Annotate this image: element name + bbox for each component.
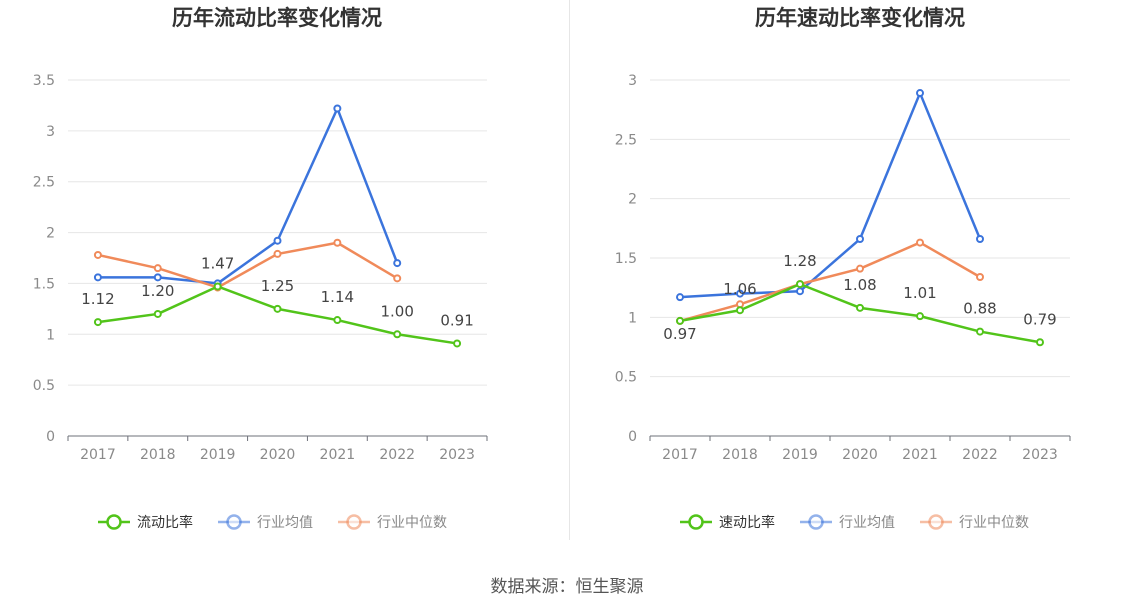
data-point: [153, 264, 162, 273]
data-point: [93, 250, 102, 259]
data-point: [736, 289, 744, 298]
chart-title: 历年流动比率变化情况: [172, 6, 382, 30]
x-tick-label: 2018: [722, 447, 758, 463]
data-label: 1.25: [261, 277, 294, 295]
y-tick-label: 3: [628, 73, 637, 89]
data-label: 1.06: [723, 280, 756, 298]
y-tick-label: 0.5: [615, 370, 637, 386]
legend-marker: [928, 514, 944, 530]
y-tick-label: 2: [46, 226, 55, 242]
x-tick-label: 2018: [140, 447, 176, 463]
legend-label: 行业均值: [839, 515, 895, 531]
chart-divider: [569, 0, 570, 540]
x-tick-label: 2021: [320, 447, 356, 463]
data-point: [856, 303, 864, 312]
data-label: 1.01: [903, 284, 936, 302]
data-point: [916, 312, 924, 321]
x-tick-label: 2020: [260, 447, 296, 463]
x-tick-label: 2017: [662, 447, 698, 463]
data-label: 0.91: [440, 311, 473, 329]
data-label: 1.20: [141, 282, 174, 300]
legend-label: 流动比率: [137, 514, 193, 531]
data-point: [796, 287, 804, 296]
y-tick-label: 1.5: [615, 251, 637, 267]
data-label: 0.79: [1023, 310, 1056, 328]
y-tick-label: 3: [46, 124, 55, 140]
data-point: [213, 282, 222, 291]
y-tick-label: 3.5: [33, 73, 55, 89]
y-tick-label: 2.5: [33, 175, 55, 191]
data-point: [1036, 338, 1044, 347]
data-point: [273, 249, 282, 258]
data-point: [736, 306, 744, 315]
legend-marker: [688, 514, 704, 530]
data-label: 1.12: [81, 290, 114, 308]
data-point: [153, 273, 162, 282]
data-point: [93, 318, 102, 327]
data-point: [393, 330, 402, 339]
series-line: [679, 91, 982, 299]
legend-marker: [346, 514, 362, 530]
data-point: [676, 316, 684, 325]
y-tick-label: 1: [628, 310, 637, 326]
x-tick-label: 2022: [379, 447, 415, 463]
x-tick-label: 2019: [200, 447, 236, 463]
series-line: [97, 241, 398, 289]
data-point: [916, 89, 924, 98]
data-point: [273, 236, 282, 245]
data-label: 0.97: [663, 325, 696, 343]
y-tick-label: 0: [628, 429, 637, 445]
data-point: [676, 293, 684, 302]
data-point: [453, 339, 462, 348]
data-point: [856, 235, 864, 244]
x-tick-label: 2022: [962, 447, 998, 463]
legend-label: 速动比率: [719, 514, 775, 531]
data-label: 1.14: [321, 288, 354, 306]
data-point: [976, 235, 984, 244]
x-tick-label: 2020: [842, 447, 878, 463]
y-tick-label: 1.5: [33, 276, 55, 292]
data-point: [976, 327, 984, 336]
data-point: [333, 238, 342, 247]
data-label: 1.47: [201, 254, 234, 272]
data-label: 1.00: [381, 302, 414, 320]
legend-label: 行业中位数: [377, 515, 447, 531]
data-point: [333, 104, 342, 113]
data-point: [153, 309, 162, 318]
series-line: [97, 107, 399, 285]
data-point: [273, 304, 282, 313]
data-point: [916, 238, 924, 247]
data-point: [796, 280, 804, 289]
legend-label: 行业均值: [257, 515, 313, 531]
data-point: [856, 264, 864, 273]
x-tick-label: 2023: [439, 447, 475, 463]
x-tick-label: 2017: [80, 447, 116, 463]
data-point: [393, 274, 402, 283]
data-source-note: 数据来源：恒生聚源: [490, 577, 644, 597]
series-line: [679, 241, 981, 323]
y-tick-label: 1: [46, 327, 55, 343]
legend-label: 行业中位数: [959, 515, 1029, 531]
legend-marker: [808, 514, 824, 530]
data-label: 0.88: [963, 300, 996, 318]
data-point: [93, 273, 102, 282]
y-tick-label: 0: [46, 429, 55, 445]
data-point: [976, 272, 984, 281]
y-tick-label: 0.5: [33, 378, 55, 394]
x-tick-label: 2023: [1022, 447, 1058, 463]
legend-marker: [226, 514, 242, 530]
data-label: 1.08: [843, 276, 876, 294]
x-tick-label: 2021: [902, 447, 938, 463]
data-label: 1.28: [783, 252, 816, 270]
data-point: [393, 259, 402, 268]
legend-marker: [106, 514, 122, 530]
y-tick-label: 2.5: [615, 132, 637, 148]
y-tick-label: 2: [628, 192, 637, 208]
x-tick-label: 2019: [782, 447, 818, 463]
chart-title: 历年速动比率变化情况: [755, 6, 965, 30]
data-point: [333, 316, 342, 325]
